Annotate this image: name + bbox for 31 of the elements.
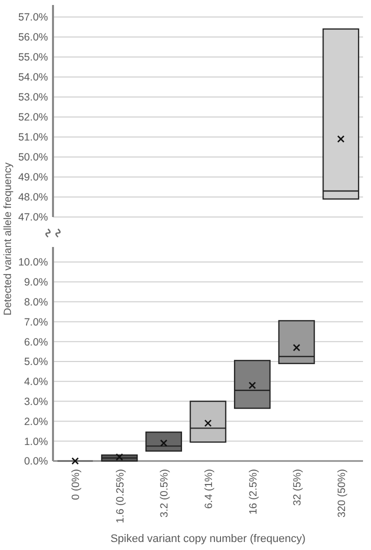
y-tick-label: 5.0%	[24, 356, 48, 368]
y-tick-label: 7.0%	[24, 316, 48, 328]
y-tick-label: 2.0%	[24, 416, 48, 428]
x-tick-label: 1.6 (0.25%)	[114, 469, 126, 524]
y-tick-label: 51.0%	[18, 132, 48, 144]
y-tick-label: 49.0%	[18, 172, 48, 184]
y-tick-label: 10.0%	[18, 256, 48, 269]
x-tick-label: 0 (0%)	[70, 469, 82, 500]
y-tick-label: 55.0%	[18, 52, 48, 64]
y-tick-label: 47.0%	[18, 212, 48, 224]
y-tick-label: 8.0%	[24, 296, 48, 308]
x-axis-title: Spiked variant copy number (frequency)	[110, 533, 306, 545]
y-tick-label: 1.0%	[24, 436, 48, 448]
y-tick-label: 9.0%	[24, 276, 48, 289]
y-tick-label: 6.0%	[24, 336, 48, 348]
y-tick-label: 53.0%	[18, 92, 48, 104]
y-tick-label: 52.0%	[18, 112, 48, 124]
x-tick-label: 16 (2.5%)	[247, 469, 260, 515]
y-tick-label: 0.0%	[24, 456, 48, 468]
x-tick-label: 320 (50%)	[336, 469, 348, 518]
y-axis-title: Detected variant allele frequency	[2, 162, 14, 316]
x-tick-label: 6.4 (1%)	[203, 469, 215, 509]
y-tick-label: 48.0%	[18, 192, 48, 204]
x-tick-label: 32 (5%)	[292, 469, 304, 506]
y-tick-label: 50.0%	[18, 152, 48, 164]
y-tick-label: 56.0%	[18, 32, 48, 44]
y-tick-label: 3.0%	[24, 396, 48, 408]
x-tick-label: 3.2 (0.5%)	[158, 469, 171, 518]
y-tick-label: 54.0%	[18, 72, 48, 84]
y-tick-label: 4.0%	[24, 376, 48, 388]
y-tick-label: 57.0%	[18, 12, 48, 24]
